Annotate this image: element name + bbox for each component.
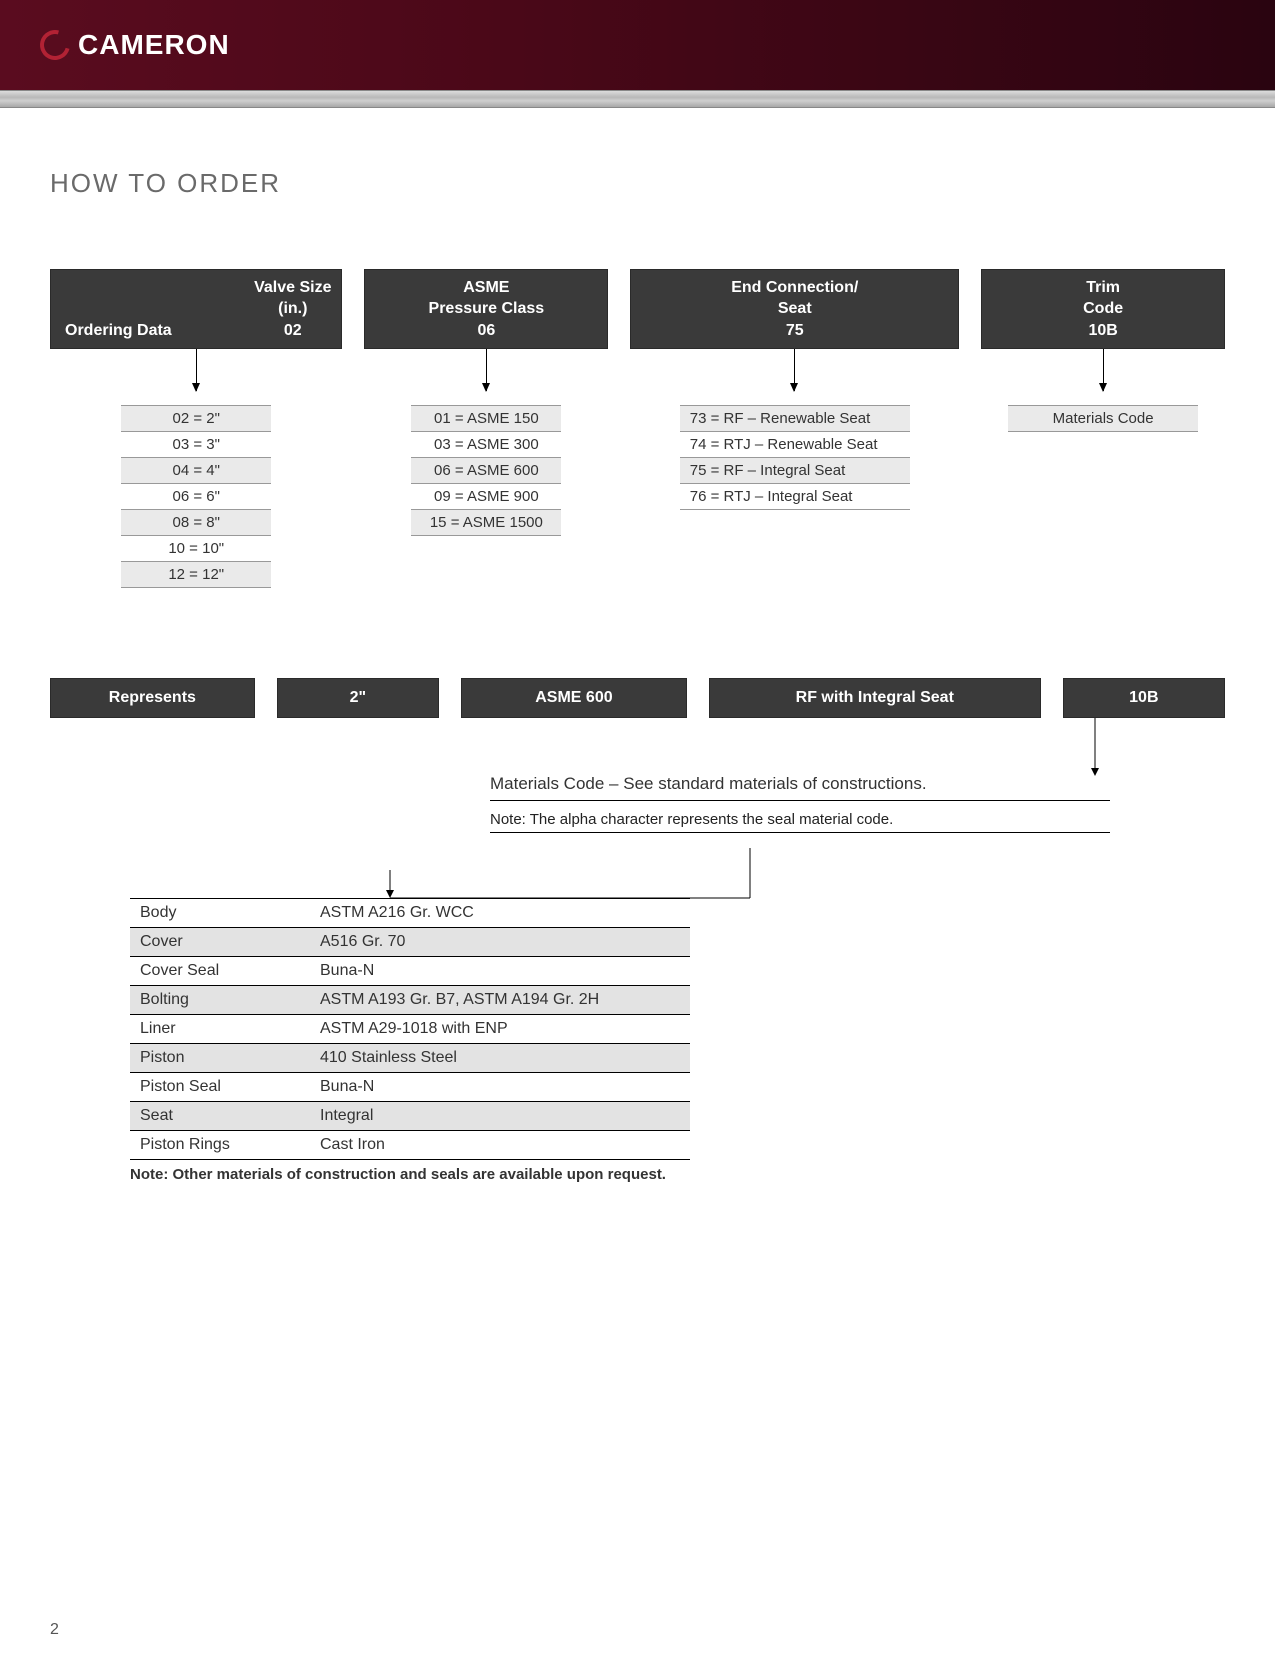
page-number: 2 xyxy=(50,1621,59,1639)
table-row: Piston SealBuna-N xyxy=(130,1073,690,1102)
table-row: Cover SealBuna-N xyxy=(130,957,690,986)
material-spec: ASTM A29-1018 with ENP xyxy=(310,1015,690,1043)
brand-header: CAMERON xyxy=(0,0,1275,90)
end-connection-options: 73 = RF – Renewable Seat74 = RTJ – Renew… xyxy=(630,405,959,510)
col-trim-code: Trim Code 10B Materials Code xyxy=(981,269,1225,588)
material-spec: Buna-N xyxy=(310,957,690,985)
table-row: SeatIntegral xyxy=(130,1102,690,1131)
option-row: 12 = 12" xyxy=(121,562,271,588)
material-name: Liner xyxy=(130,1015,310,1043)
header-asme-class: ASME Pressure Class 06 xyxy=(364,269,608,349)
option-row: 06 = 6" xyxy=(121,484,271,510)
arrow-icon xyxy=(794,349,795,391)
col-valve-size: Ordering Data Valve Size (in.) 02 02 = 2… xyxy=(50,269,342,588)
materials-table: BodyASTM A216 Gr. WCCCoverA516 Gr. 70Cov… xyxy=(130,898,690,1160)
represents-row: Represents 2" ASME 600 RF with Integral … xyxy=(50,678,1225,718)
option-row: Materials Code xyxy=(1008,405,1198,432)
option-row: 03 = ASME 300 xyxy=(411,432,561,458)
represents-asme: ASME 600 xyxy=(461,678,687,718)
option-row: 73 = RF – Renewable Seat xyxy=(680,405,910,432)
materials-footnote: Note: Other materials of construction an… xyxy=(130,1166,690,1183)
option-row: 10 = 10" xyxy=(121,536,271,562)
material-spec: 410 Stainless Steel xyxy=(310,1044,690,1072)
material-spec: A516 Gr. 70 xyxy=(310,928,690,956)
material-spec: ASTM A216 Gr. WCC xyxy=(310,899,690,927)
material-spec: Cast Iron xyxy=(310,1131,690,1159)
arrow-icon xyxy=(486,349,487,391)
logo: CAMERON xyxy=(40,29,230,61)
header-end-connection: End Connection/ Seat 75 xyxy=(630,269,959,349)
option-row: 04 = 4" xyxy=(121,458,271,484)
material-name: Body xyxy=(130,899,310,927)
arrow-icon xyxy=(196,349,197,391)
material-spec: ASTM A193 Gr. B7, ASTM A194 Gr. 2H xyxy=(310,986,690,1014)
table-row: Piston410 Stainless Steel xyxy=(130,1044,690,1073)
arrow-icon xyxy=(1103,349,1104,391)
option-row: 76 = RTJ – Integral Seat xyxy=(680,484,910,510)
header-trim-code: Trim Code 10B xyxy=(981,269,1225,349)
option-row: 09 = ASME 900 xyxy=(411,484,561,510)
table-row: BodyASTM A216 Gr. WCC xyxy=(130,899,690,928)
option-row: 03 = 3" xyxy=(121,432,271,458)
material-spec: Buna-N xyxy=(310,1073,690,1101)
option-row: 08 = 8" xyxy=(121,510,271,536)
asme-options: 01 = ASME 15003 = ASME 30006 = ASME 6000… xyxy=(364,405,608,536)
option-row: 75 = RF – Integral Seat xyxy=(680,458,910,484)
trim-options: Materials Code xyxy=(981,405,1225,432)
materials-code-text: Materials Code – See standard materials … xyxy=(490,774,1110,801)
option-row: 74 = RTJ – Renewable Seat xyxy=(680,432,910,458)
ordering-data-label: Ordering Data xyxy=(65,322,254,340)
header-valve-size: Ordering Data Valve Size (in.) 02 xyxy=(50,269,342,349)
material-name: Cover xyxy=(130,928,310,956)
col-asme-class: ASME Pressure Class 06 01 = ASME 15003 =… xyxy=(364,269,608,588)
materials-note-text: Note: The alpha character represents the… xyxy=(490,811,1110,833)
material-name: Piston Rings xyxy=(130,1131,310,1159)
option-row: 02 = 2" xyxy=(121,405,271,432)
divider-strip xyxy=(0,90,1275,108)
material-name: Bolting xyxy=(130,986,310,1014)
material-name: Piston Seal xyxy=(130,1073,310,1101)
represents-size: 2" xyxy=(277,678,439,718)
table-row: CoverA516 Gr. 70 xyxy=(130,928,690,957)
represents-end: RF with Integral Seat xyxy=(709,678,1041,718)
material-name: Seat xyxy=(130,1102,310,1130)
brand-name: CAMERON xyxy=(78,29,230,61)
page-content: HOW TO ORDER Ordering Data Valve Size (i… xyxy=(0,108,1275,1223)
connector-zone: Materials Code – See standard materials … xyxy=(50,718,1225,898)
section-title: HOW TO ORDER xyxy=(50,168,1225,199)
option-row: 06 = ASME 600 xyxy=(411,458,561,484)
material-name: Cover Seal xyxy=(130,957,310,985)
material-name: Piston xyxy=(130,1044,310,1072)
table-row: BoltingASTM A193 Gr. B7, ASTM A194 Gr. 2… xyxy=(130,986,690,1015)
valve-size-options: 02 = 2"03 = 3"04 = 4"06 = 6"08 = 8"10 = … xyxy=(50,405,342,588)
material-spec: Integral xyxy=(310,1102,690,1130)
ordering-header-row: Ordering Data Valve Size (in.) 02 02 = 2… xyxy=(50,269,1225,588)
option-row: 01 = ASME 150 xyxy=(411,405,561,432)
col-end-connection: End Connection/ Seat 75 73 = RF – Renewa… xyxy=(630,269,959,588)
materials-note-block: Materials Code – See standard materials … xyxy=(490,774,1110,833)
logo-icon xyxy=(35,25,76,66)
materials-table-wrap: BodyASTM A216 Gr. WCCCoverA516 Gr. 70Cov… xyxy=(130,898,690,1183)
table-row: Piston RingsCast Iron xyxy=(130,1131,690,1160)
table-row: LinerASTM A29-1018 with ENP xyxy=(130,1015,690,1044)
represents-trim: 10B xyxy=(1063,678,1225,718)
option-row: 15 = ASME 1500 xyxy=(411,510,561,536)
represents-label: Represents xyxy=(50,678,255,718)
